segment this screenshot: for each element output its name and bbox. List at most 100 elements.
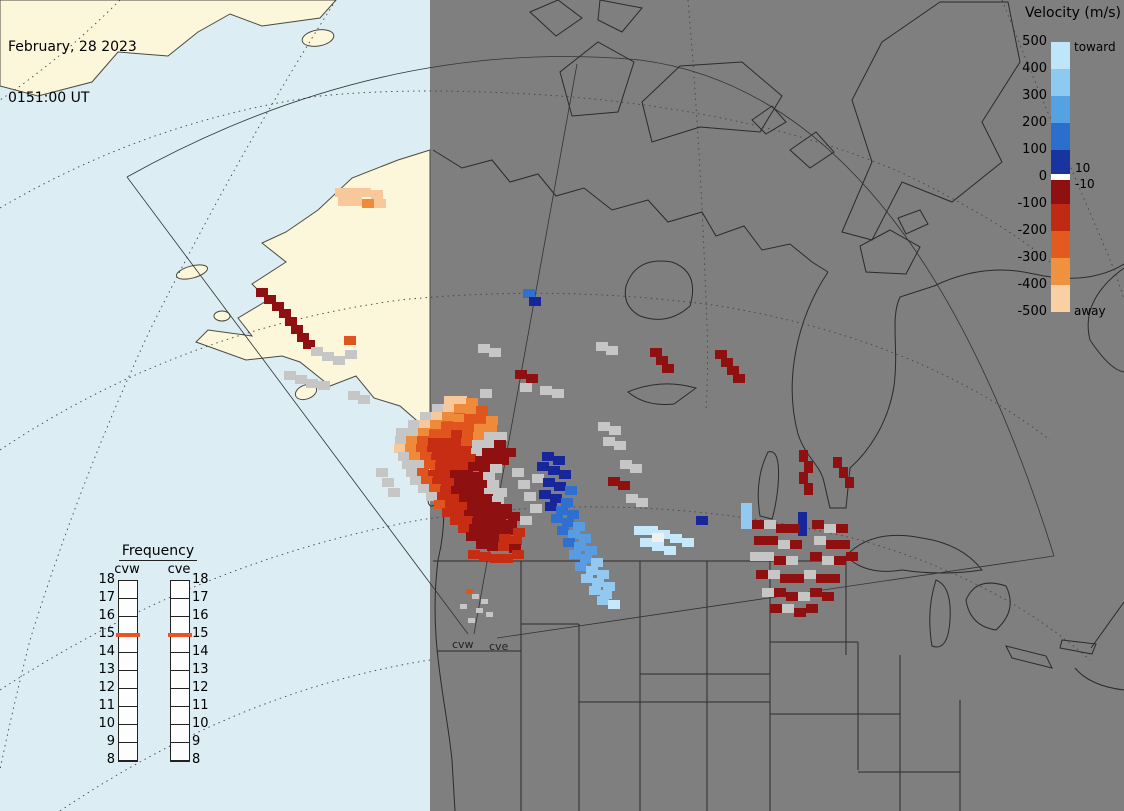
data-cell (398, 452, 410, 461)
frequency-legend-title: Frequency (118, 543, 198, 561)
data-cell (636, 498, 648, 507)
data-cell (466, 398, 478, 407)
data-cell (826, 540, 838, 549)
data-cell (428, 470, 440, 479)
lake-winnipeg (757, 451, 779, 520)
frequency-tick-label: 17 (192, 590, 209, 605)
frequency-tick-label: 17 (98, 590, 115, 605)
data-cell (416, 444, 428, 453)
data-cell (457, 462, 469, 471)
data-cell (799, 472, 808, 484)
victoria-island (641, 61, 783, 143)
data-cell (618, 481, 630, 490)
data-cell (580, 554, 592, 563)
data-cell (438, 446, 450, 455)
data-cell (272, 302, 284, 311)
frequency-tick-label: 15 (98, 626, 115, 641)
frequency-tick-label: 12 (192, 680, 209, 695)
data-cell (597, 570, 609, 579)
data-cell (597, 596, 609, 605)
data-cell (551, 514, 563, 523)
data-cell (589, 586, 601, 595)
data-cell (559, 470, 571, 479)
data-cell (489, 502, 501, 511)
data-cell (484, 432, 496, 441)
data-cell (455, 396, 467, 405)
toward-label: toward (1074, 40, 1116, 54)
data-cell (774, 588, 786, 597)
velocity-data-cells (256, 188, 858, 623)
data-cell (430, 420, 442, 429)
data-cell (505, 520, 517, 529)
data-cell (461, 516, 473, 525)
data-cell (376, 468, 388, 477)
data-cell (490, 464, 502, 473)
data-cell (682, 538, 694, 547)
data-cell (303, 340, 315, 349)
data-cell (439, 438, 451, 447)
data-cell (396, 428, 408, 437)
frequency-tick-label: 11 (192, 698, 209, 713)
data-cell (764, 520, 776, 529)
foxe-basin-island (897, 209, 929, 235)
data-cell (592, 578, 604, 587)
data-cell (798, 512, 807, 524)
data-cell (444, 396, 456, 405)
fov-cvw-left-edge (126, 176, 469, 635)
state-border-lines (437, 561, 961, 811)
data-cell (477, 532, 489, 541)
data-cell (579, 534, 591, 543)
near-zero-tick-minus10: -10 (1075, 177, 1095, 191)
data-cell (442, 454, 454, 463)
data-cell (452, 422, 464, 431)
data-cell (358, 395, 370, 404)
data-cell (453, 508, 465, 517)
data-cell (838, 540, 850, 549)
data-cell (774, 556, 786, 565)
timestamp-block: February, 28 2023 0151:00 UT (8, 5, 137, 141)
data-cell (499, 534, 511, 543)
frequency-column-label-cve: cve (167, 562, 191, 577)
data-cell (428, 438, 440, 447)
data-cell (441, 422, 453, 431)
great-bear-lake (624, 260, 694, 320)
data-cell (437, 492, 449, 501)
data-cell (543, 478, 555, 487)
data-cell (394, 444, 406, 453)
data-cell (453, 454, 465, 463)
atlantic-coast (1074, 267, 1124, 691)
data-cell (833, 457, 842, 468)
frequency-tick-label: 14 (98, 644, 115, 659)
data-cell (532, 474, 544, 483)
data-cell (333, 356, 345, 365)
data-cell (495, 488, 507, 497)
data-cell (529, 297, 541, 306)
arctic-coast (432, 149, 829, 273)
data-cell (652, 542, 664, 551)
velocity-colorbar-band (1051, 258, 1070, 286)
data-cell (509, 544, 521, 553)
data-cell (446, 462, 458, 471)
data-cell (311, 347, 323, 356)
data-cell (407, 428, 419, 437)
data-cell (443, 404, 455, 413)
date-text: February, 28 2023 (8, 39, 137, 55)
st-lawrence-island (175, 264, 209, 280)
frequency-tick-label: 12 (98, 680, 115, 695)
prince-of-wales-island (751, 105, 787, 135)
data-cell (479, 464, 491, 473)
frequency-tick-label: 15 (192, 626, 209, 641)
data-cell (804, 461, 813, 473)
data-cell (285, 317, 297, 326)
data-cell (417, 436, 429, 445)
frequency-tick-label: 9 (192, 734, 201, 749)
data-cell (476, 480, 488, 489)
data-cell (487, 480, 499, 489)
data-cell (816, 574, 828, 583)
data-cell (472, 440, 484, 449)
data-cell (451, 486, 463, 495)
data-cell (478, 344, 490, 353)
frequency-tick-label: 10 (192, 716, 209, 731)
data-cell (345, 350, 357, 359)
